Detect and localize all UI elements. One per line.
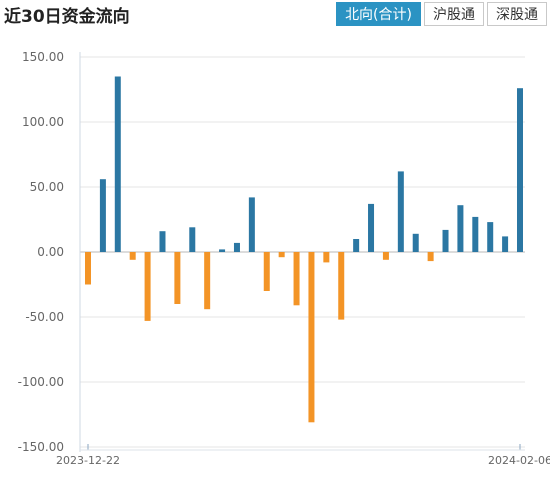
bar[interactable]	[323, 252, 330, 263]
bar[interactable]	[114, 76, 121, 253]
fund-flow-chart: 150.00 100.00 50.00 0.00 -50.00 -100.00 -150.0…	[0, 28, 550, 479]
bar[interactable]	[517, 88, 523, 252]
bar[interactable]	[233, 242, 240, 252]
tab-shanghai-connect[interactable]: 沪股通	[424, 2, 484, 26]
y-axis: 150.00 100.00 50.00 0.00 -50.00 -100.00 -150.0…	[18, 50, 81, 454]
bar[interactable]	[189, 227, 196, 252]
bar[interactable]	[204, 252, 211, 310]
bar[interactable]	[442, 229, 449, 252]
bar-chart-svg: 150.00 100.00 50.00 0.00 -50.00 -100.00 -150.0…	[18, 50, 550, 467]
bar[interactable]	[368, 203, 375, 252]
bar[interactable]	[382, 252, 389, 260]
bar[interactable]	[99, 179, 106, 252]
y-tick-label: -100.00	[18, 375, 64, 389]
y-tick-label: 150.00	[22, 50, 64, 64]
bar[interactable]	[293, 252, 300, 306]
y-tick-label: -150.00	[18, 440, 64, 454]
gridlines	[80, 56, 525, 448]
bar[interactable]	[457, 205, 464, 252]
bar[interactable]	[502, 236, 509, 252]
x-axis: 2023-12-22 2024-02-06	[56, 444, 550, 467]
bar[interactable]	[353, 239, 360, 252]
bar[interactable]	[159, 231, 166, 252]
bar[interactable]	[472, 216, 479, 252]
bar[interactable]	[427, 252, 434, 262]
y-tick-label: -50.00	[25, 310, 64, 324]
bar[interactable]	[248, 197, 255, 252]
bar[interactable]	[219, 249, 226, 252]
bar[interactable]	[278, 252, 285, 258]
y-tick-label: 50.00	[30, 180, 64, 194]
header: 近30日资金流向 北向(合计) 沪股通 深股通	[0, 0, 550, 28]
bar[interactable]	[174, 252, 181, 304]
bar[interactable]	[263, 252, 270, 291]
y-tick-label: 100.00	[22, 115, 64, 129]
page-title: 近30日资金流向	[4, 7, 130, 27]
x-tick-label: 2024-02-06	[488, 454, 550, 467]
bar[interactable]	[338, 252, 345, 320]
tab-shenzhen-connect[interactable]: 深股通	[487, 2, 547, 26]
y-tick-label: 0.00	[37, 245, 64, 259]
bar[interactable]	[85, 252, 91, 285]
bars	[85, 76, 523, 423]
bar[interactable]	[308, 252, 315, 423]
tab-group: 北向(合计) 沪股通 深股通	[336, 2, 547, 26]
tab-northbound-total[interactable]: 北向(合计)	[336, 2, 421, 26]
bar[interactable]	[412, 233, 419, 252]
bar[interactable]	[129, 252, 136, 260]
bar[interactable]	[397, 171, 404, 252]
bar[interactable]	[487, 222, 494, 252]
bar[interactable]	[144, 252, 151, 321]
x-tick-label: 2023-12-22	[56, 454, 120, 467]
